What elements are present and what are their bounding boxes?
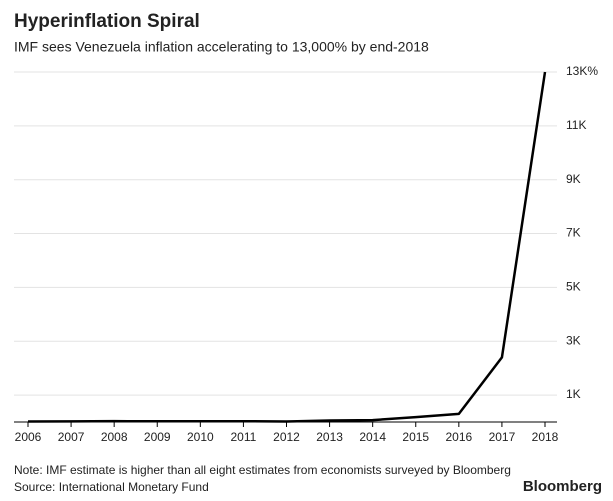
brand: Bloomberg	[523, 478, 602, 495]
data-line	[27, 71, 547, 423]
x-tick-label: 2018	[532, 430, 559, 444]
x-tick-label: 2013	[316, 430, 343, 444]
x-tick-label: 2017	[489, 430, 516, 444]
chart-subtitle: IMF sees Venezuela inflation acceleratin…	[14, 39, 429, 55]
chart-title: Hyperinflation Spiral	[14, 11, 200, 32]
note: Note: IMF estimate is higher than all ei…	[14, 463, 511, 477]
x-tick-label: 2012	[273, 430, 300, 444]
y-tick-label: 9K	[566, 172, 581, 186]
x-tick-label: 2010	[187, 430, 214, 444]
x-tick-label: 2009	[144, 430, 171, 444]
x-tick-label: 2008	[101, 430, 128, 444]
y-tick-label: 11K	[566, 118, 586, 132]
y-tick-label: 3K	[566, 333, 581, 347]
x-tick-label: 2011	[231, 430, 257, 444]
y-tick-label: 7K	[566, 226, 581, 240]
x-tick-label: 2007	[58, 430, 85, 444]
y-tick-label: 13K%	[566, 64, 598, 78]
y-tick-label: 5K	[566, 280, 581, 294]
x-tick-label: 2016	[445, 430, 472, 444]
x-tick-label: 2015	[402, 430, 429, 444]
x-tick-label: 2014	[359, 430, 386, 444]
x-tick-label: 2006	[15, 430, 42, 444]
y-tick-label: 1K	[566, 387, 581, 401]
source: Source: International Monetary Fund	[14, 480, 209, 494]
